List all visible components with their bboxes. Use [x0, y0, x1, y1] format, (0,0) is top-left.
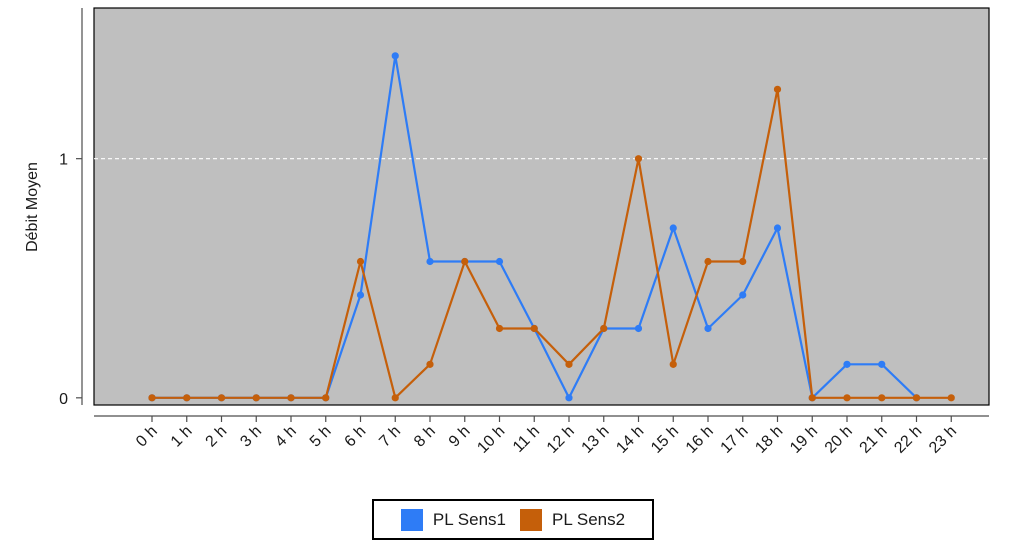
series-1-point: [878, 360, 886, 368]
x-tick-label: 11 h: [510, 423, 543, 456]
legend-swatch-series-1: [400, 508, 423, 531]
x-tick-label: 0 h: [133, 423, 161, 451]
legend-item-series-2: PL Sens2: [520, 508, 626, 531]
y-tick-label: 0: [59, 391, 68, 408]
legend-swatch-series-2: [520, 508, 542, 531]
x-tick-label: 10 h: [474, 423, 508, 457]
x-tick-label: 17 h: [718, 423, 752, 457]
series-2-point: [600, 324, 608, 333]
series-1-point: [704, 324, 712, 333]
series-1-point: [739, 291, 747, 299]
series-2-point: [252, 394, 260, 402]
series-2-point: [391, 394, 399, 402]
x-tick-label: 13 h: [579, 423, 613, 457]
x-tick-label: 19 h: [787, 423, 821, 457]
x-tick-label: 4 h: [272, 423, 300, 451]
series-1-point: [495, 257, 504, 266]
series-1-point: [391, 52, 399, 60]
series-2-point: [669, 360, 677, 368]
series-2-point: [356, 257, 365, 266]
x-tick-label: 8 h: [411, 423, 439, 451]
x-tick-label: 2 h: [203, 423, 231, 451]
series-2-point: [183, 394, 191, 402]
y-axis-title: Débit Moyen: [24, 162, 41, 252]
y-tick-label: 1: [59, 152, 68, 169]
x-tick-label: 14 h: [613, 423, 647, 457]
series-1-point: [773, 224, 782, 232]
series-2-point: [739, 257, 747, 266]
series-2-point: [773, 85, 782, 93]
series-2-point: [843, 394, 851, 402]
legend-label-series-1: PL Sens1: [432, 509, 506, 529]
series-1-point: [634, 324, 643, 333]
x-tick-label: 21 h: [857, 423, 891, 457]
series-1-point: [565, 394, 573, 402]
series-2-point: [808, 394, 816, 402]
legend: PL Sens1 PL Sens2: [372, 499, 654, 540]
series-2-point: [947, 394, 955, 402]
series-2-point: [530, 324, 538, 333]
series-2-point: [217, 394, 226, 402]
x-tick-label: 6 h: [342, 423, 370, 451]
series-2-point: [322, 394, 330, 402]
series-2-point: [148, 394, 156, 402]
series-1-point: [356, 291, 365, 299]
x-tick-label: 18 h: [752, 423, 786, 457]
x-tick-label: 16 h: [683, 423, 717, 457]
axes-layer: [76, 8, 989, 422]
x-tick-label: 23 h: [926, 423, 960, 457]
series-2-point: [565, 360, 573, 368]
series-2-point: [287, 394, 295, 402]
x-tick-label: 20 h: [822, 423, 856, 457]
legend-item-series-1: PL Sens1: [400, 508, 506, 531]
x-tick-label: 9 h: [446, 423, 474, 451]
x-tick-label: 5 h: [307, 423, 335, 451]
series-2-point: [634, 155, 643, 163]
series-2-point: [461, 257, 469, 266]
plot-background: [93, 7, 990, 406]
series-1-point: [426, 257, 434, 266]
series-layer: [148, 52, 955, 402]
x-tick-label: 22 h: [891, 423, 925, 457]
x-tick-label: 1 h: [168, 423, 196, 451]
series-2-point: [878, 394, 886, 402]
x-tick-label: 12 h: [544, 423, 578, 457]
series-1-point: [669, 224, 677, 232]
x-tick-label: 3 h: [237, 423, 265, 451]
legend-label-series-2: PL Sens2: [552, 509, 626, 529]
x-tick-label: 7 h: [376, 423, 404, 451]
series-2-point: [912, 394, 921, 402]
series-2-point: [495, 324, 504, 333]
series-line-2: [152, 88, 952, 399]
x-tick-label: 15 h: [648, 423, 682, 457]
series-2-point: [704, 257, 712, 266]
series-2-point: [426, 360, 434, 368]
series-1-point: [843, 360, 851, 368]
